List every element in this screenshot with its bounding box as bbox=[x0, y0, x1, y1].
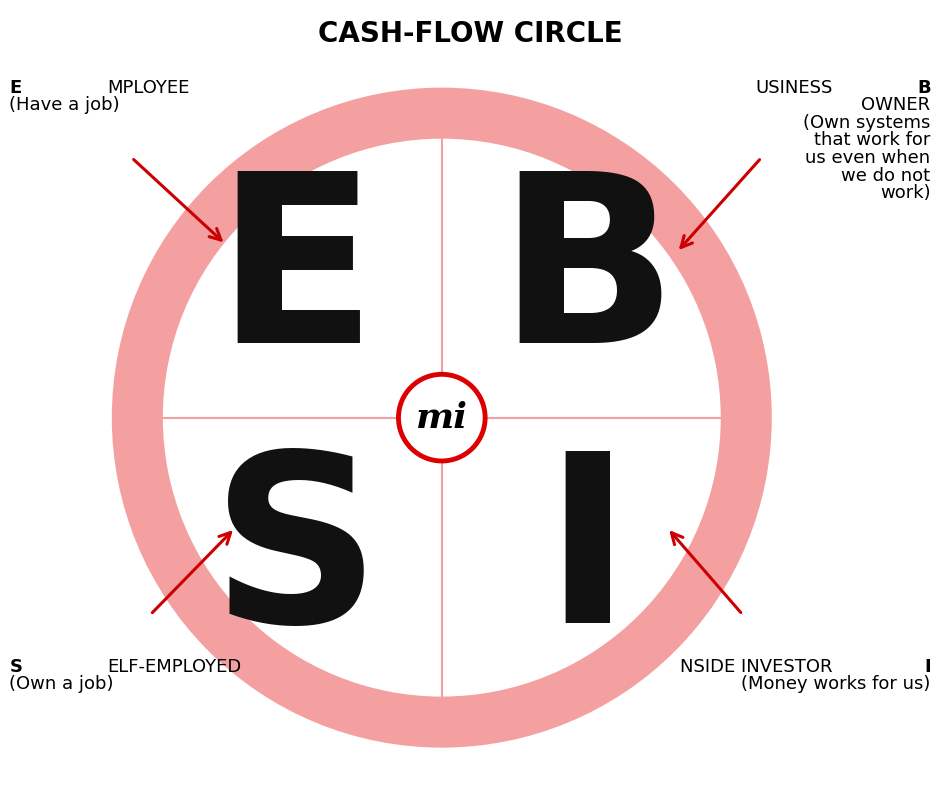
Text: NSIDE INVESTOR: NSIDE INVESTOR bbox=[681, 658, 833, 676]
Text: us even when: us even when bbox=[806, 149, 931, 167]
Text: (Own systems: (Own systems bbox=[803, 114, 931, 132]
Text: S: S bbox=[212, 444, 382, 671]
Text: S: S bbox=[9, 658, 23, 676]
Text: (Money works for us): (Money works for us) bbox=[742, 675, 931, 693]
Text: mi: mi bbox=[415, 400, 468, 435]
Ellipse shape bbox=[399, 374, 485, 461]
Ellipse shape bbox=[112, 87, 772, 748]
Text: ELF-EMPLOYED: ELF-EMPLOYED bbox=[107, 658, 242, 676]
Text: B: B bbox=[917, 79, 931, 97]
Text: CASH-FLOW CIRCLE: CASH-FLOW CIRCLE bbox=[318, 20, 622, 48]
Ellipse shape bbox=[162, 138, 722, 697]
Text: MPLOYEE: MPLOYEE bbox=[107, 79, 190, 97]
Text: B: B bbox=[497, 164, 678, 392]
Text: we do not: we do not bbox=[841, 166, 931, 184]
Text: (Have a job): (Have a job) bbox=[9, 96, 120, 114]
Text: I: I bbox=[543, 444, 632, 671]
Text: I: I bbox=[924, 658, 931, 676]
Text: OWNER: OWNER bbox=[861, 96, 931, 114]
Text: work): work) bbox=[880, 184, 931, 202]
Text: E: E bbox=[9, 79, 22, 97]
Text: E: E bbox=[215, 164, 377, 392]
Text: USINESS: USINESS bbox=[756, 79, 833, 97]
Text: that work for: that work for bbox=[814, 132, 931, 150]
Text: (Own a job): (Own a job) bbox=[9, 675, 114, 693]
